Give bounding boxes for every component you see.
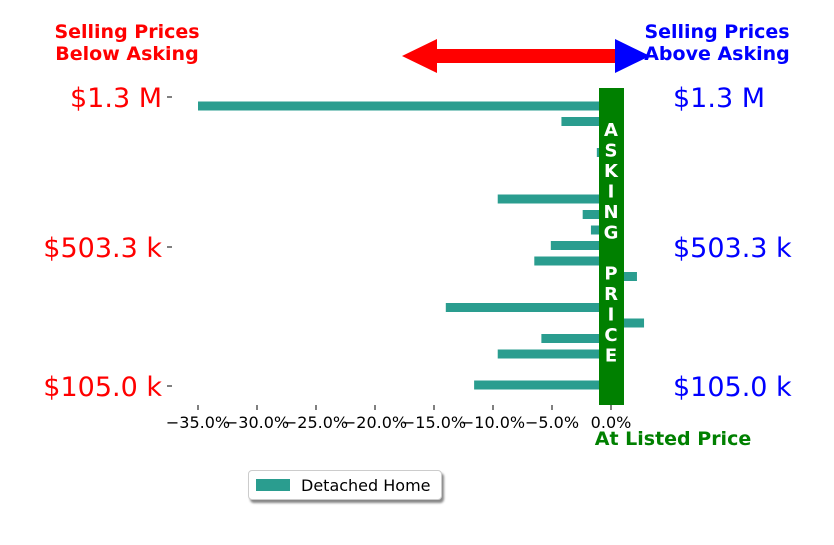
asking-letter-5: G	[604, 223, 619, 244]
bar-13	[445, 303, 611, 312]
x-tick-label-7: 0.0%	[591, 413, 632, 432]
bar-14	[611, 318, 645, 328]
legend-swatch	[256, 479, 290, 491]
bar-18	[474, 380, 611, 390]
asking-letter-9: I	[608, 305, 615, 326]
bar-1	[561, 117, 611, 126]
asking-price-bar	[599, 88, 624, 405]
bar-10	[534, 256, 611, 266]
below-asking-heading-line1: Selling Prices	[54, 21, 199, 43]
asking-letter-1: S	[605, 141, 618, 162]
bar-7	[582, 210, 611, 219]
bar-6	[497, 194, 611, 204]
asking-letter-10: C	[604, 325, 617, 346]
double-arrow-icon	[402, 39, 650, 73]
above-asking-heading-line1: Selling Prices	[644, 21, 789, 43]
price-label-right-bottom: $105.0 k	[673, 372, 792, 403]
below-asking-heading-line2: Below Asking	[55, 43, 198, 65]
asking-letter-7: P	[604, 264, 617, 285]
x-tick-label-6: −5.0%	[525, 413, 579, 432]
x-tick-label-5: −10.0%	[461, 413, 525, 432]
bars-layer	[198, 101, 645, 390]
bar-0	[198, 101, 611, 111]
asking-letter-3: I	[608, 182, 615, 203]
price-label-right-middle: $503.3 k	[673, 233, 792, 264]
asking-letter-4: N	[603, 202, 618, 223]
x-tick-label-4: −15.0%	[402, 413, 466, 432]
legend: Detached Home	[248, 470, 442, 500]
legend-label: Detached Home	[301, 475, 431, 495]
price-label-right-top: $1.3 M	[673, 83, 765, 114]
asking-letter-0: A	[604, 120, 618, 141]
price-label-left-bottom: $105.0 k	[43, 372, 162, 403]
x-tick-label-2: −25.0%	[284, 413, 348, 432]
asking-letter-2: K	[604, 161, 619, 182]
asking-letter-8: R	[604, 284, 618, 305]
bar-15	[541, 334, 611, 343]
x-axis: −35.0%−30.0%−25.0%−20.0%−15.0%−10.0% −5.0…	[166, 405, 631, 432]
above-asking-heading-line2: Above Asking	[644, 43, 790, 65]
bar-9	[550, 241, 611, 250]
x-tick-label-0: −35.0%	[166, 413, 230, 432]
price-label-left-top: $1.3 M	[70, 83, 162, 114]
bar-16	[497, 349, 611, 359]
x-tick-label-1: −30.0%	[225, 413, 289, 432]
at-listed-price-label: At Listed Price	[595, 428, 751, 450]
price-label-left-middle: $503.3 k	[43, 233, 162, 264]
x-tick-label-3: −20.0%	[343, 413, 407, 432]
asking-letter-11: E	[605, 346, 617, 367]
